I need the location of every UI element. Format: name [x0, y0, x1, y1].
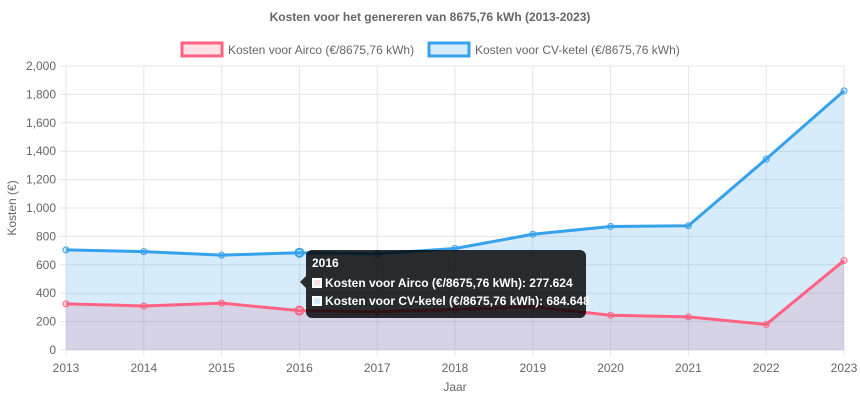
data-point[interactable]: [607, 222, 615, 230]
legend-label-1: Kosten voor CV-ketel (€/8675,76 kWh): [475, 43, 680, 57]
y-tick-label: 1,400: [26, 144, 56, 158]
data-point[interactable]: [684, 313, 692, 321]
x-tick-label: 2013: [53, 361, 80, 375]
x-tick-label: 2018: [442, 361, 469, 375]
x-tick-label: 2019: [519, 361, 546, 375]
series-line-1: [65, 89, 845, 257]
y-tick-label: 600: [36, 258, 56, 272]
data-point[interactable]: [62, 300, 70, 308]
data-point[interactable]: [607, 311, 615, 319]
tooltip-title: 2016: [312, 256, 339, 270]
data-point[interactable]: [684, 222, 692, 230]
y-axis-title: Kosten (€): [5, 180, 19, 235]
x-tick-label: 2017: [364, 361, 391, 375]
legend-label-0: Kosten voor Airco (€/8675,76 kWh): [228, 43, 414, 57]
tooltip-text-cv: Kosten voor CV-ketel (€/8675,76 kWh): 68…: [325, 294, 590, 308]
data-point[interactable]: [62, 246, 70, 254]
data-point[interactable]: [840, 257, 848, 265]
x-tick-label: 2020: [597, 361, 624, 375]
series-area-1: [66, 90, 844, 350]
tooltip-text-airco: Kosten voor Airco (€/8675,76 kWh): 277.6…: [325, 276, 573, 290]
y-tick-label: 0: [49, 343, 56, 357]
data-point[interactable]: [762, 155, 770, 163]
data-point[interactable]: [529, 230, 537, 238]
y-tick-label: 200: [36, 315, 56, 329]
chart-tooltip: 2016 Kosten voor Airco (€/8675,76 kWh): …: [300, 250, 590, 318]
legend-item-0[interactable]: Kosten voor Airco (€/8675,76 kWh): [180, 41, 414, 58]
x-tick-label: 2022: [753, 361, 780, 375]
y-tick-label: 1,000: [26, 201, 56, 215]
tooltip-row-cv: Kosten voor CV-ketel (€/8675,76 kWh): 68…: [312, 294, 590, 308]
legend-swatch-1: [427, 41, 471, 58]
series-area-0: [66, 260, 844, 350]
tooltip-swatch-cv: [312, 296, 322, 306]
tooltip-swatch-airco: [312, 278, 322, 288]
data-point[interactable]: [218, 251, 226, 259]
y-tick-label: 400: [36, 286, 56, 300]
x-tick-label: 2015: [208, 361, 235, 375]
y-tick-label: 2,000: [26, 59, 56, 73]
data-point[interactable]: [294, 305, 305, 316]
y-tick-label: 1,200: [26, 173, 56, 187]
data-point[interactable]: [140, 248, 148, 256]
data-point[interactable]: [218, 299, 226, 307]
data-point[interactable]: [294, 247, 305, 258]
tooltip-row-airco: Kosten voor Airco (€/8675,76 kWh): 277.6…: [312, 276, 580, 290]
legend-item-1[interactable]: Kosten voor CV-ketel (€/8675,76 kWh): [427, 41, 680, 58]
chart-title: Kosten voor het genereren van 8675,76 kW…: [270, 10, 591, 24]
y-tick-label: 1,800: [26, 87, 56, 101]
x-tick-label: 2021: [675, 361, 702, 375]
data-point[interactable]: [762, 320, 770, 328]
data-point[interactable]: [840, 87, 848, 95]
legend-swatch-0: [180, 41, 224, 58]
x-tick-label: 2016: [286, 361, 313, 375]
x-tick-label: 2014: [130, 361, 157, 375]
data-point[interactable]: [140, 302, 148, 310]
y-tick-label: 1,600: [26, 116, 56, 130]
x-axis-title: Jaar: [443, 380, 466, 394]
x-tick-label: 2023: [831, 361, 858, 375]
y-tick-label: 800: [36, 229, 56, 243]
